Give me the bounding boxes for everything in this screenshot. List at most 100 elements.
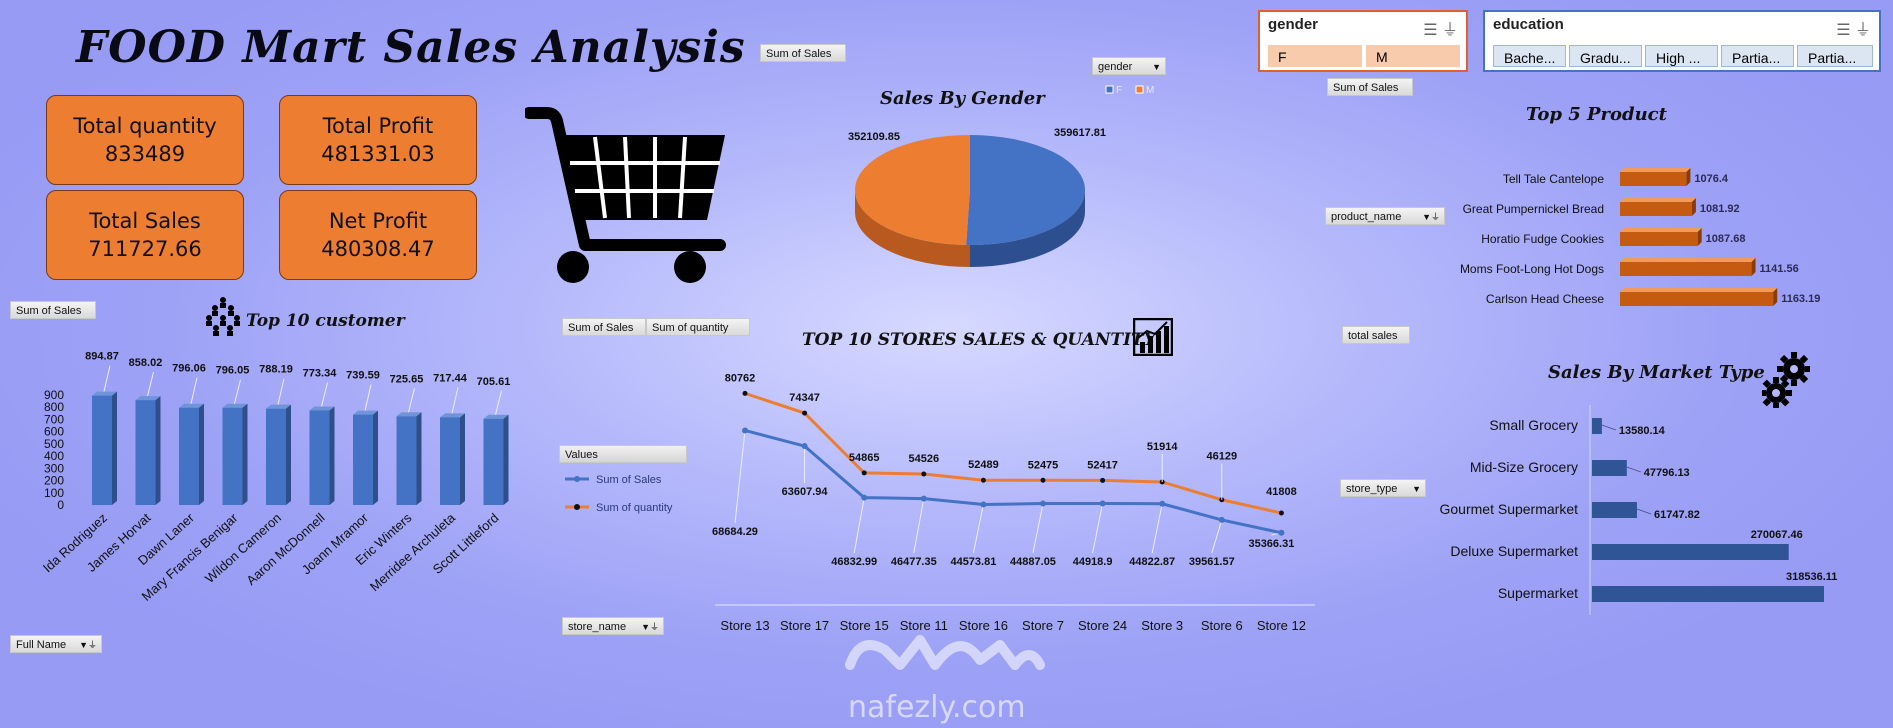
customer-bar-top (266, 404, 291, 409)
leader-line (1151, 503, 1163, 554)
y-tick-label: 0 (57, 498, 64, 512)
gender-filter-dropdown[interactable]: gender ▼ (1092, 57, 1166, 75)
pie-label-f: 352109.85 (848, 131, 900, 143)
customer-chart-title: Top 10 customer (246, 311, 405, 331)
pie-label-m: 359617.81 (1054, 127, 1106, 139)
stores-chart-title: TOP 10 STORES SALES & QUANTITY (802, 330, 1156, 350)
customer-value-label: 788.19 (259, 364, 293, 376)
leader-line (1211, 519, 1223, 554)
pie-sum-of-sales-button[interactable]: Sum of Sales (760, 44, 846, 62)
quantity-point (1100, 477, 1106, 483)
store-type-filter-dropdown[interactable]: store_type ▼ (1340, 479, 1426, 497)
leader-line (853, 497, 865, 554)
customer-bar-side (416, 412, 422, 505)
legend-swatch-f (1105, 85, 1114, 94)
slicer-item-m[interactable]: M (1366, 45, 1460, 67)
customer-value-label: 705.61 (477, 376, 511, 388)
customer-sum-of-sales-button[interactable]: Sum of Sales (10, 301, 96, 319)
clear-filter-icon[interactable]: ⏚ (1854, 22, 1871, 39)
sales-point (1159, 500, 1166, 507)
quantity-point (1278, 510, 1284, 516)
product-bar (1620, 292, 1774, 306)
y-tick-label: 900 (44, 388, 64, 402)
kpi-label: Net Profit (328, 209, 428, 233)
sales-point (1218, 516, 1225, 523)
pie-side-m (970, 190, 1085, 267)
slicer-item-f[interactable]: F (1268, 45, 1362, 67)
top5-sum-of-sales-button[interactable]: Sum of Sales (1327, 78, 1413, 96)
y-tick-label: 300 (44, 461, 64, 475)
quantity-point (921, 471, 927, 477)
gender-chart-title: Sales By Gender (880, 88, 1045, 109)
y-tick-label: 200 (44, 474, 64, 488)
quantity-point (1040, 477, 1046, 483)
product-bar-side (1773, 288, 1778, 306)
leader-line (495, 390, 502, 415)
customer-bar-side (460, 413, 465, 505)
customer-bar-side (199, 403, 204, 505)
stores-sum-of-quantity-button[interactable]: Sum of quantity (646, 318, 750, 336)
kpi-total-profit: Total Profit 481331.03 (279, 95, 477, 185)
customer-bar-top (396, 412, 422, 417)
product-bar-side (1691, 198, 1696, 216)
kpi-net-profit: Net Profit 480308.47 (279, 190, 477, 280)
multiselect-icon[interactable]: ☰ (1423, 22, 1438, 39)
sales-line (744, 429, 1282, 535)
leader-line (1092, 503, 1104, 554)
clear-filter-icon[interactable]: ⏚ (1441, 22, 1458, 39)
quantity-value-label: 51914 (1147, 441, 1178, 453)
kpi-label: Total Sales (89, 209, 201, 233)
top10-stores-chart: 80762 74347 54865 54526 52489 52475 52417 51914… (712, 372, 1315, 633)
stores-sum-of-sales-button[interactable]: Sum of Sales (562, 318, 646, 336)
kpi-value: 480308.47 (321, 237, 435, 261)
quantity-value-label: 52417 (1087, 459, 1118, 471)
leader-line (103, 365, 111, 392)
leader-line (1032, 503, 1044, 554)
customer-bar (92, 395, 112, 505)
full-name-filter-dropdown[interactable]: Full Name ▼⏚ (10, 635, 102, 653)
top5-product-chart: Tell Tale Cantelope 1076.4 Great Pumpernic… (1460, 168, 1820, 306)
store-type-filter-label: store_type (1346, 483, 1398, 495)
kpi-value: 481331.03 (321, 142, 435, 166)
customer-bar (266, 408, 286, 505)
filter-icon: ▼⏚ (79, 640, 97, 650)
product-bar-top (1620, 228, 1702, 232)
customer-name-label: Aaron McDonnell (243, 510, 327, 588)
product-label: Moms Foot-Long Hot Dogs (1460, 262, 1604, 276)
chevron-down-icon: ▼ (1152, 62, 1161, 72)
sales-point (1040, 500, 1046, 507)
store-label: Store 3 (1141, 618, 1183, 633)
gear-icon (1762, 352, 1810, 408)
customer-bar-top (353, 410, 378, 415)
product-bar-side (1697, 228, 1702, 246)
product-label: Horatio Fudge Cookies (1481, 232, 1604, 246)
pie-slice-f (855, 135, 970, 245)
customer-value-label: 858.02 (129, 357, 163, 369)
sales-value-label: 63607.94 (782, 486, 829, 498)
customer-bar-top (222, 403, 248, 408)
product-name-filter-dropdown[interactable]: product_name ▼⏚ (1325, 207, 1445, 225)
y-tick-label: 800 (44, 400, 64, 414)
total-sales-button[interactable]: total sales (1342, 326, 1410, 344)
store-name-filter-dropdown[interactable]: store_name ▼⏚ (562, 617, 664, 635)
leader-line (277, 378, 285, 405)
leader-line (1601, 424, 1617, 431)
slicer-item-education[interactable]: Gradu... (1569, 45, 1642, 67)
product-name-filter-label: product_name (1331, 211, 1402, 223)
customer-bar-side (112, 391, 117, 505)
market-type-chart: Small Grocery 13580.14 Mid-Size Grocery 477… (1440, 405, 1837, 615)
leader-line (364, 384, 372, 411)
y-tick-label: 700 (44, 412, 64, 426)
filter-icon: ▼⏚ (1422, 212, 1440, 222)
legend-sum-of-sales: Sum of Sales (596, 474, 662, 486)
slicer-item-education[interactable]: Partia... (1721, 45, 1794, 67)
slicer-item-education[interactable]: High ... (1645, 45, 1718, 67)
multiselect-icon[interactable]: ☰ (1836, 22, 1851, 39)
sales-value-label: 46477.35 (891, 556, 937, 568)
kpi-value: 711727.66 (88, 237, 202, 261)
product-bar (1620, 172, 1687, 186)
quantity-value-label: 54865 (849, 452, 880, 464)
y-tick-label: 100 (44, 486, 64, 500)
slicer-item-education[interactable]: Partia... (1797, 45, 1873, 67)
slicer-item-education[interactable]: Bache... (1493, 45, 1566, 67)
